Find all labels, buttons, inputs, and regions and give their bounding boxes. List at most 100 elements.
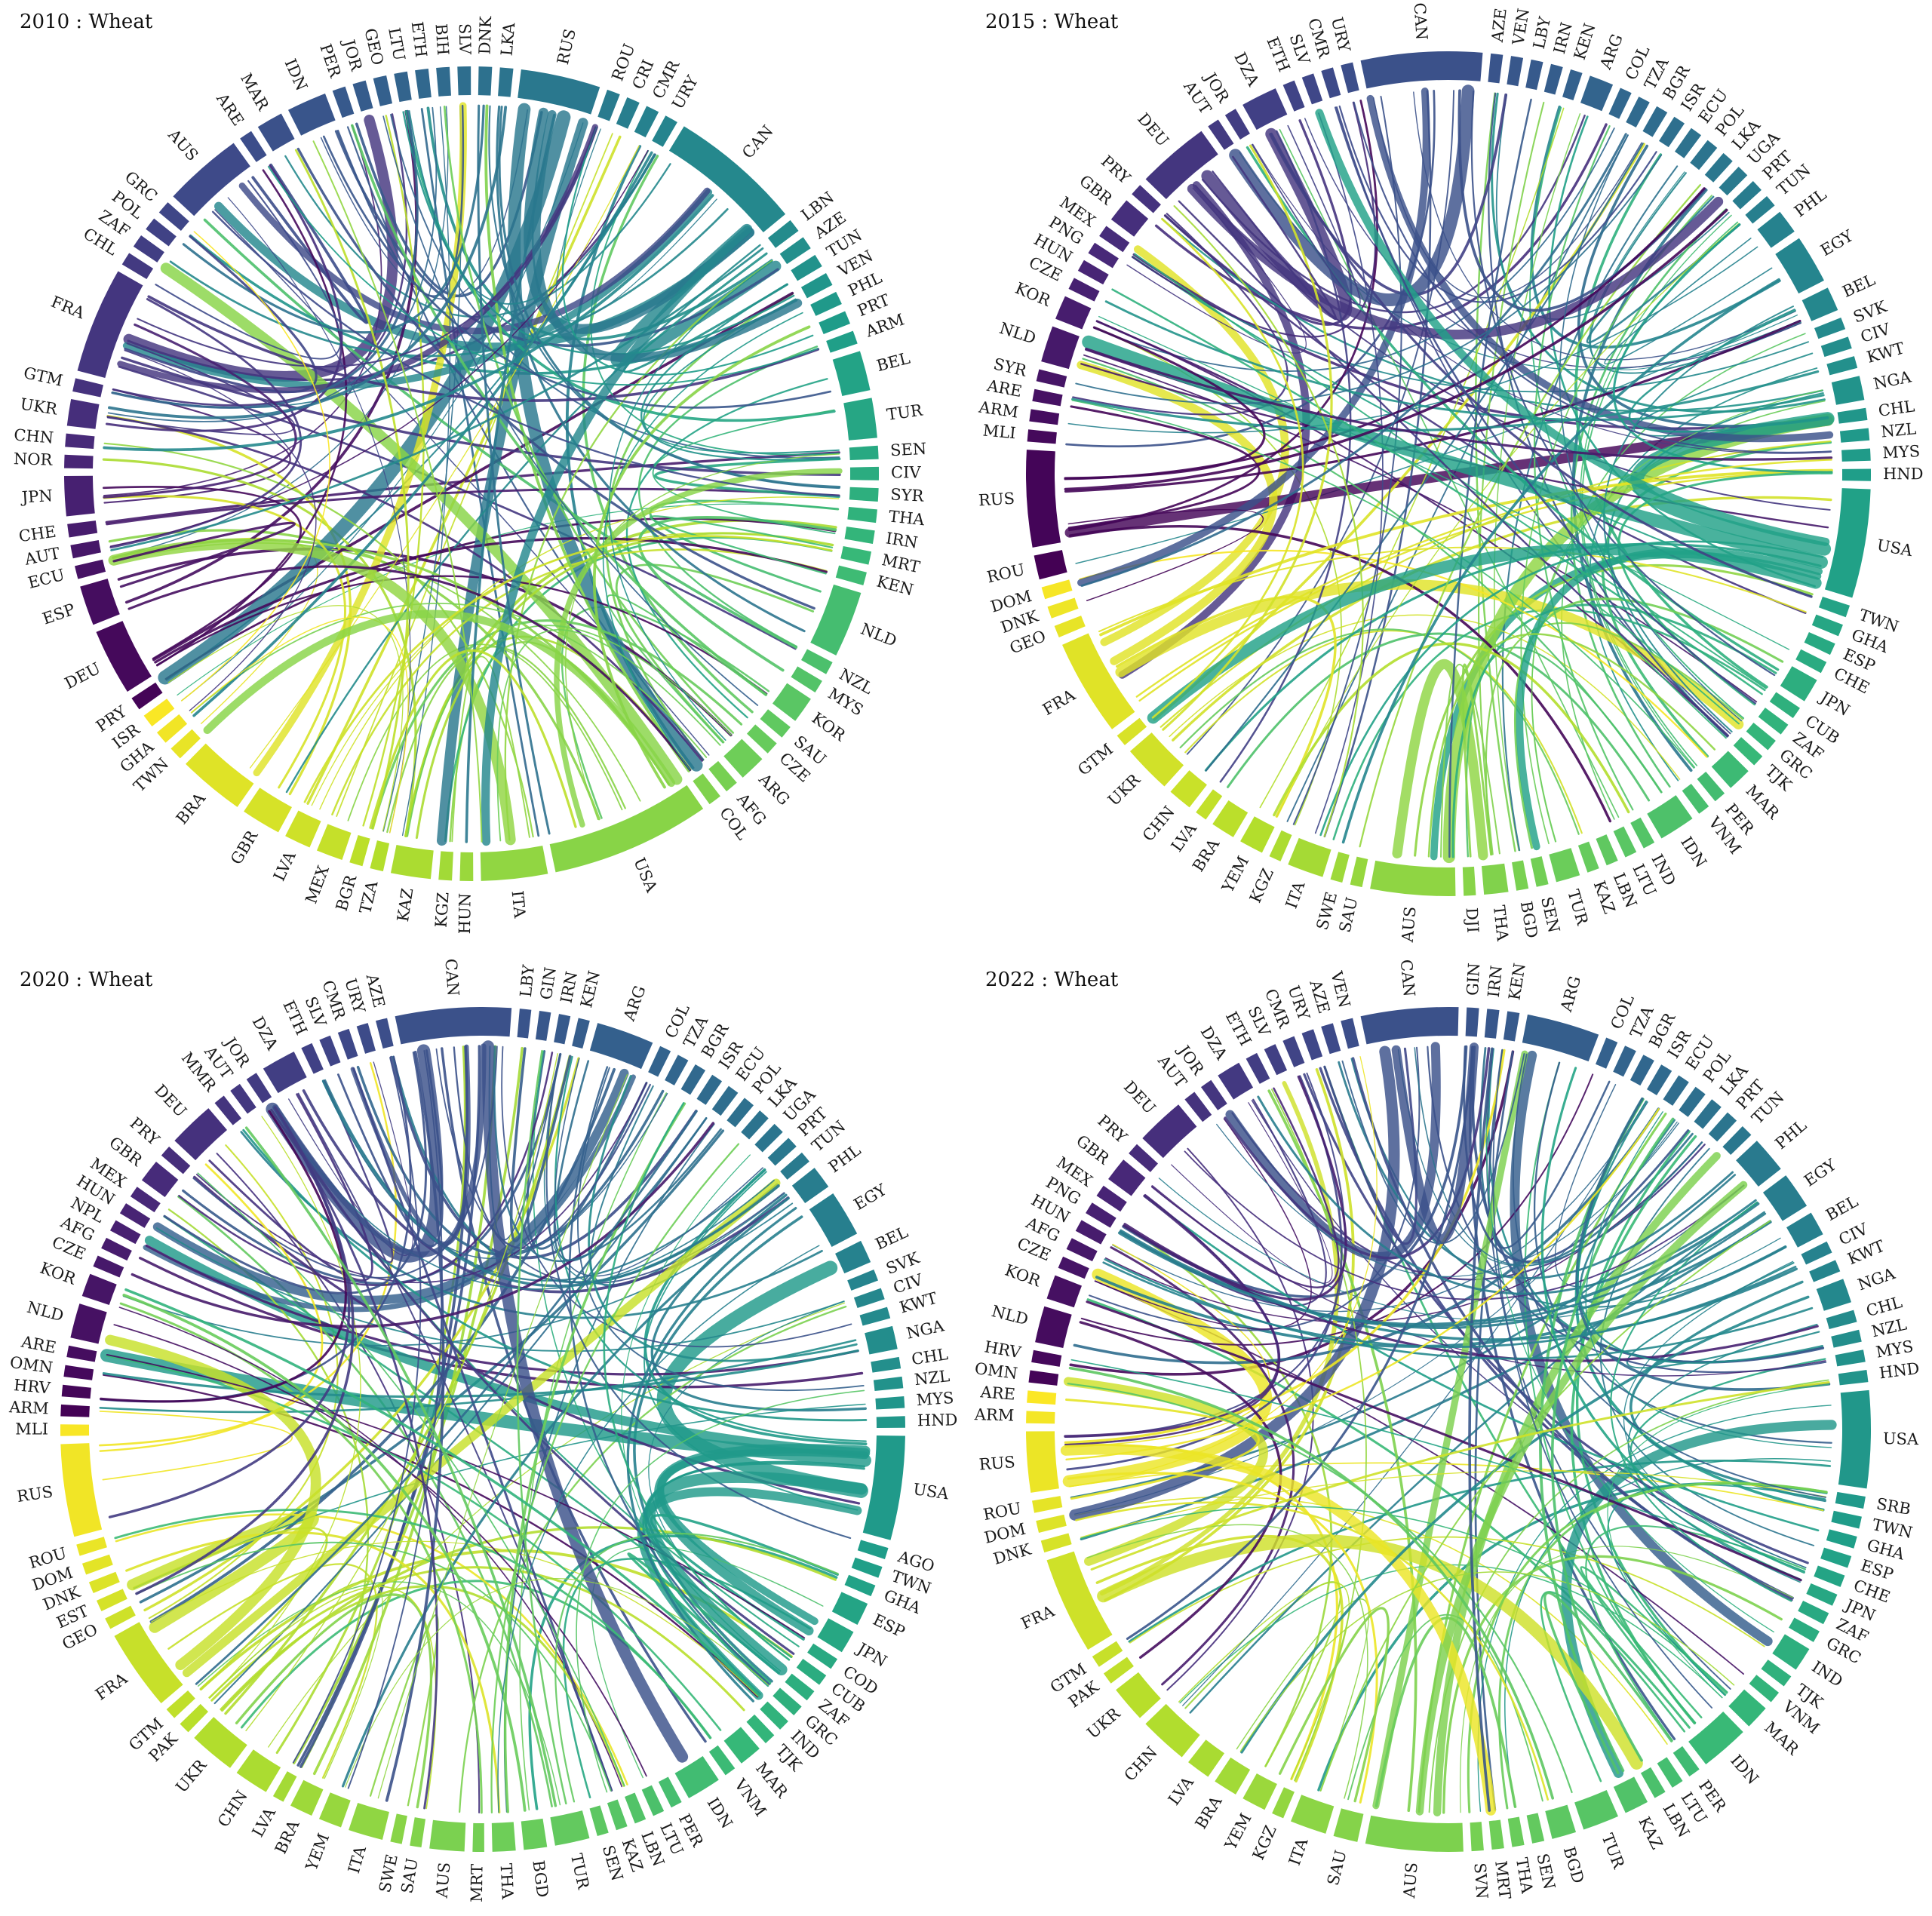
chord-can-pry — [192, 1046, 498, 1279]
chord-usa-svn — [1477, 1405, 1832, 1812]
arc-aus — [1370, 860, 1456, 896]
arc-lka — [498, 67, 514, 97]
arc-afg — [101, 1237, 132, 1261]
arc-cze — [93, 1255, 124, 1278]
arc-arm — [826, 330, 858, 353]
country-label-hun: HUN — [456, 893, 475, 935]
country-label-arm: ARM — [973, 1405, 1014, 1425]
arc-afg — [1066, 1238, 1098, 1262]
chord-rou-can — [555, 128, 717, 322]
arc-cri — [616, 97, 640, 129]
country-label-lva: LVA — [270, 848, 299, 883]
chord-srb-mar — [1607, 1484, 1826, 1696]
chord-gbr-rus — [1064, 1194, 1281, 1438]
country-label-tha: THA — [1490, 904, 1512, 943]
chord-cmr-rus — [1064, 1072, 1347, 1438]
chord-che-sen — [105, 451, 840, 524]
chord-ven-zaf — [1351, 1057, 1793, 1601]
arc-mrt — [840, 545, 872, 565]
arc-mli — [60, 1424, 90, 1436]
country-label-tha: THA — [497, 1863, 517, 1900]
chord-lka-syr — [498, 106, 841, 489]
country-label-egy: EGY — [851, 1180, 890, 1214]
arc-isr — [1647, 1064, 1672, 1095]
arc-jor — [352, 80, 373, 112]
country-label-esp: ESP — [40, 600, 77, 628]
country-label-can: CAN — [1397, 959, 1418, 998]
chord-aus-chl — [155, 180, 342, 360]
country-label-deu: DEU — [1134, 109, 1172, 149]
arc-ecu — [711, 1085, 739, 1116]
chord-dza-phl — [302, 1089, 790, 1294]
chord-can-col — [453, 1046, 651, 1249]
chord-kaz-ukr — [1179, 628, 1580, 835]
arc-nga — [865, 1325, 898, 1355]
chord-can-slv — [336, 1049, 444, 1248]
arc-layer — [60, 1007, 905, 1852]
arc-hun — [119, 1203, 151, 1228]
chord-panel-2020: CAN LBY GIN IRN KEN ARG COL TZA BGR ISR ECU POL LKA U… — [0, 958, 966, 1916]
arc-esp — [1804, 631, 1835, 656]
chord-bgd-hrv — [1068, 1366, 1554, 1800]
country-label-kgz: KGZ — [1246, 866, 1277, 906]
arc-mar — [1711, 751, 1749, 788]
chord-tur-mmr — [244, 1126, 557, 1807]
country-label-are: ARE — [213, 89, 247, 129]
arc-layer — [64, 66, 879, 881]
arc-tun — [1722, 1125, 1752, 1156]
arc-ecu — [1675, 127, 1702, 158]
arc-gha — [1826, 1529, 1857, 1549]
country-label-gbr: GBR — [227, 827, 262, 868]
chord-aus-tha — [1392, 659, 1488, 861]
arc-dom — [1036, 1514, 1067, 1534]
arc-che — [1814, 1565, 1845, 1587]
country-label-can: CAN — [441, 958, 462, 996]
arc-irn — [844, 527, 875, 545]
arc-egy — [809, 1193, 858, 1247]
chord-can-kwt — [501, 1046, 852, 1348]
chord-mex-ury — [1131, 101, 1377, 338]
arc-twn — [851, 1557, 883, 1578]
country-label-omn: OMN — [9, 1353, 54, 1377]
arc-nzl — [873, 1376, 904, 1391]
arc-sau — [410, 1817, 426, 1848]
chord-gtm-geo — [112, 113, 408, 407]
country-label-hrv: HRV — [13, 1376, 51, 1397]
arc-arg — [1580, 75, 1614, 112]
chord-can-jor — [272, 1043, 487, 1257]
arc-rus — [1026, 1431, 1059, 1493]
arc-ken — [572, 1018, 590, 1049]
chord-bgr-chn — [1205, 143, 1644, 772]
chord-deu-dza — [208, 1093, 373, 1282]
arc-ita — [349, 1802, 389, 1840]
chord-aus-arg — [1372, 1050, 1528, 1810]
arc-pol — [1679, 1086, 1706, 1117]
chord-can-zaf — [169, 207, 729, 358]
country-label-arg: ARG — [1596, 32, 1626, 72]
arc-mrt — [1488, 1819, 1504, 1850]
country-label-jpn: JPN — [20, 487, 53, 506]
arc-rou — [1034, 550, 1067, 580]
chord-dnk-pol — [182, 104, 485, 334]
country-label-sen: SEN — [1533, 1852, 1559, 1891]
arc-kor — [1055, 296, 1092, 330]
chord-zaf-egy — [1610, 1201, 1792, 1602]
chord-nga-omn — [102, 1349, 859, 1399]
chord-kaz-mrt — [415, 532, 834, 840]
arc-pak — [180, 1703, 209, 1733]
chord-col-gin — [526, 1050, 648, 1250]
chord-jpn-aus — [1451, 603, 1777, 858]
country-label-tur: TUR — [1598, 1831, 1628, 1871]
chord-fra-gha — [124, 349, 317, 711]
chord-gha-tza — [190, 616, 409, 834]
arc-png — [1086, 1202, 1117, 1228]
arc-prt — [1732, 181, 1762, 210]
arc-omn — [1028, 1370, 1059, 1386]
chord-irn-can — [488, 1046, 561, 1241]
arc-usa — [862, 1435, 905, 1540]
chord-fra-kgz — [1095, 1534, 1344, 1782]
chord-sau-fra — [1086, 1524, 1368, 1799]
chord-aus-grc — [1442, 1555, 1783, 1814]
arc-fra — [77, 271, 143, 378]
arc-dnk — [1047, 597, 1079, 619]
